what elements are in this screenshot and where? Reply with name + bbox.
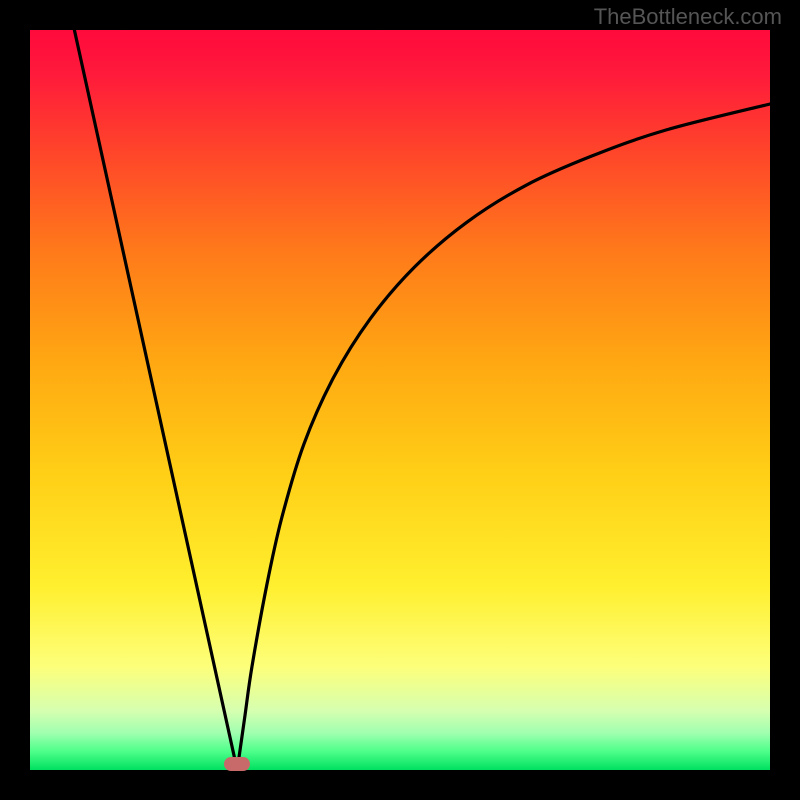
watermark-text: TheBottleneck.com [594, 4, 782, 30]
right-curve [237, 104, 770, 770]
chart-container: TheBottleneck.com [0, 0, 800, 800]
bottleneck-marker [224, 757, 250, 771]
curves-layer [30, 30, 770, 770]
plot-area [30, 30, 770, 770]
left-line [74, 30, 237, 770]
